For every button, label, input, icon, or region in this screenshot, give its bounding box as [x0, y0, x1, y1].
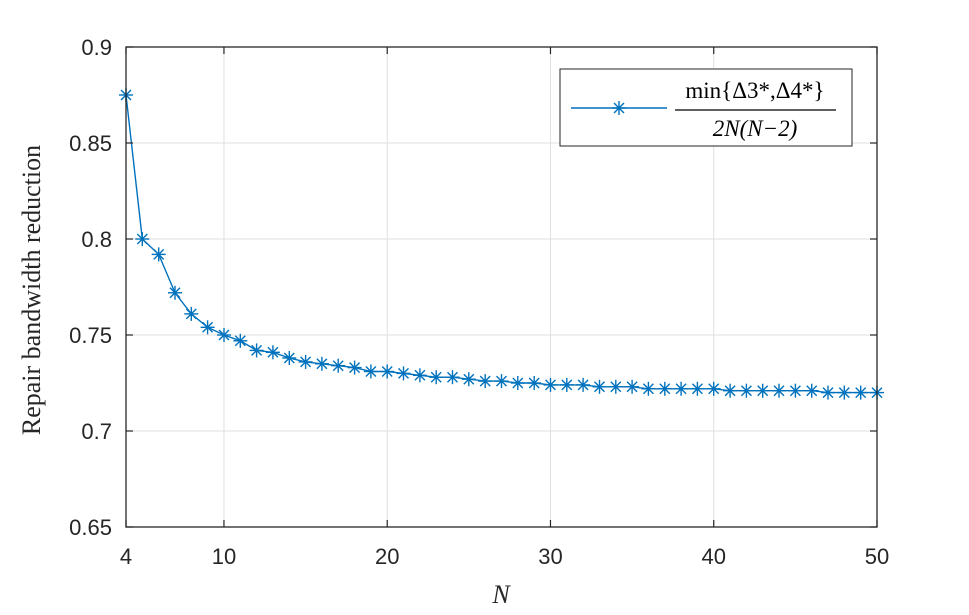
- x-axis-label: N: [491, 580, 511, 609]
- data-point: [249, 343, 264, 358]
- data-point: [690, 381, 705, 396]
- y-tick-label: 0.7: [81, 419, 112, 444]
- data-point: [527, 376, 542, 390]
- legend-marker-icon: [612, 101, 626, 115]
- data-point: [412, 368, 427, 383]
- plot-frame: [125, 46, 878, 528]
- data-point: [739, 383, 754, 398]
- data-point: [331, 358, 346, 373]
- data-point: [151, 247, 166, 262]
- y-tick-label: 0.75: [69, 323, 112, 348]
- legend-label-denominator: 2N(N−2): [713, 116, 798, 141]
- data-point: [510, 376, 525, 390]
- data-point: [233, 333, 248, 348]
- data-point: [837, 385, 852, 400]
- legend-label-numerator: min{Δ3*,Δ4*}: [685, 78, 824, 103]
- x-tick-label: 20: [375, 544, 399, 569]
- data-point: [853, 385, 868, 400]
- data-point: [478, 374, 493, 389]
- data-point: [396, 366, 411, 381]
- data-point: [625, 379, 640, 394]
- data-point: [543, 377, 558, 392]
- x-tick-label: 10: [212, 544, 236, 569]
- data-point: [461, 372, 476, 387]
- data-point: [592, 379, 607, 394]
- data-point: [184, 306, 199, 321]
- data-point: [772, 383, 786, 398]
- y-tick-label: 0.65: [69, 515, 112, 540]
- data-point: [314, 356, 329, 371]
- data-point: [282, 351, 297, 365]
- data-point: [363, 364, 378, 379]
- data-point: [576, 377, 591, 392]
- data-point: [168, 285, 182, 300]
- data-point: [265, 345, 280, 360]
- ticks: [125, 46, 878, 528]
- data-point: [706, 381, 721, 396]
- x-tick-label: 50: [865, 544, 889, 569]
- data-point: [380, 364, 395, 379]
- y-tick-label: 0.8: [81, 227, 112, 252]
- data-point: [723, 383, 738, 398]
- data-point: [788, 383, 803, 398]
- data-point: [298, 354, 313, 369]
- data-point: [804, 383, 819, 398]
- y-tick-label: 0.85: [69, 131, 112, 156]
- series-layer: [119, 88, 884, 400]
- data-point: [347, 360, 362, 375]
- y-tick-label: 0.9: [81, 35, 112, 60]
- x-tick-label: 40: [701, 544, 725, 569]
- x-tick-label: 4: [120, 544, 132, 569]
- tick-labels: 4 10 20 30 40 50 0.65 0.7 0.75 0.8 0.85 0.9: [69, 35, 889, 569]
- y-axis-label: Repair bandwidth reduction: [17, 145, 46, 435]
- data-point: [200, 320, 215, 335]
- data-point: [445, 370, 460, 385]
- x-tick-label: 30: [538, 544, 562, 569]
- data-point: [494, 374, 509, 389]
- data-point: [755, 383, 770, 398]
- data-point: [608, 379, 623, 394]
- data-point: [641, 381, 656, 396]
- data-point: [674, 381, 689, 396]
- data-point: [217, 328, 231, 342]
- data-point: [429, 370, 444, 385]
- data-point: [657, 381, 672, 396]
- data-point: [821, 385, 835, 400]
- legend: min{Δ3*,Δ4*} 2N(N−2): [559, 68, 853, 147]
- data-point: [559, 377, 574, 392]
- data-point: [135, 232, 150, 246]
